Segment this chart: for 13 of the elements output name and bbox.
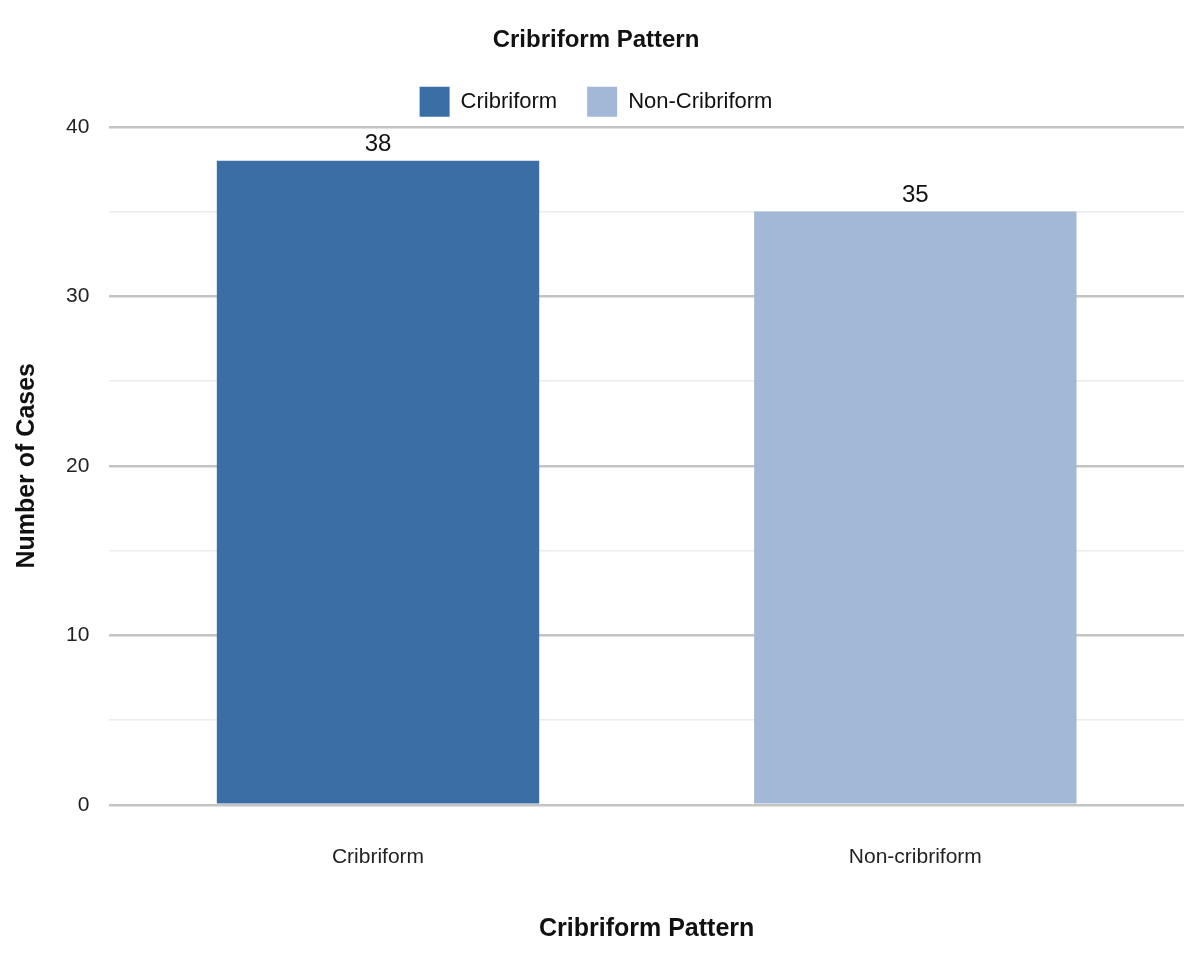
x-axis-title: Cribriform Pattern <box>539 912 755 941</box>
y-tick-label: 10 <box>66 622 90 646</box>
y-axis-title: Number of Cases <box>10 362 39 569</box>
y-tick-label: 40 <box>66 113 90 137</box>
data-label: 35 <box>901 180 929 208</box>
x-tick-label: Non-cribriform <box>848 844 982 868</box>
y-tick-label: 0 <box>77 791 90 815</box>
legend-label: Non-Cribriform <box>628 87 773 113</box>
data-label: 38 <box>364 129 392 157</box>
legend-label: Cribriform <box>460 87 558 113</box>
y-tick-label: 30 <box>66 283 90 307</box>
y-tick-label: 20 <box>66 452 90 476</box>
legend-title: Cribriform Pattern <box>492 24 700 52</box>
